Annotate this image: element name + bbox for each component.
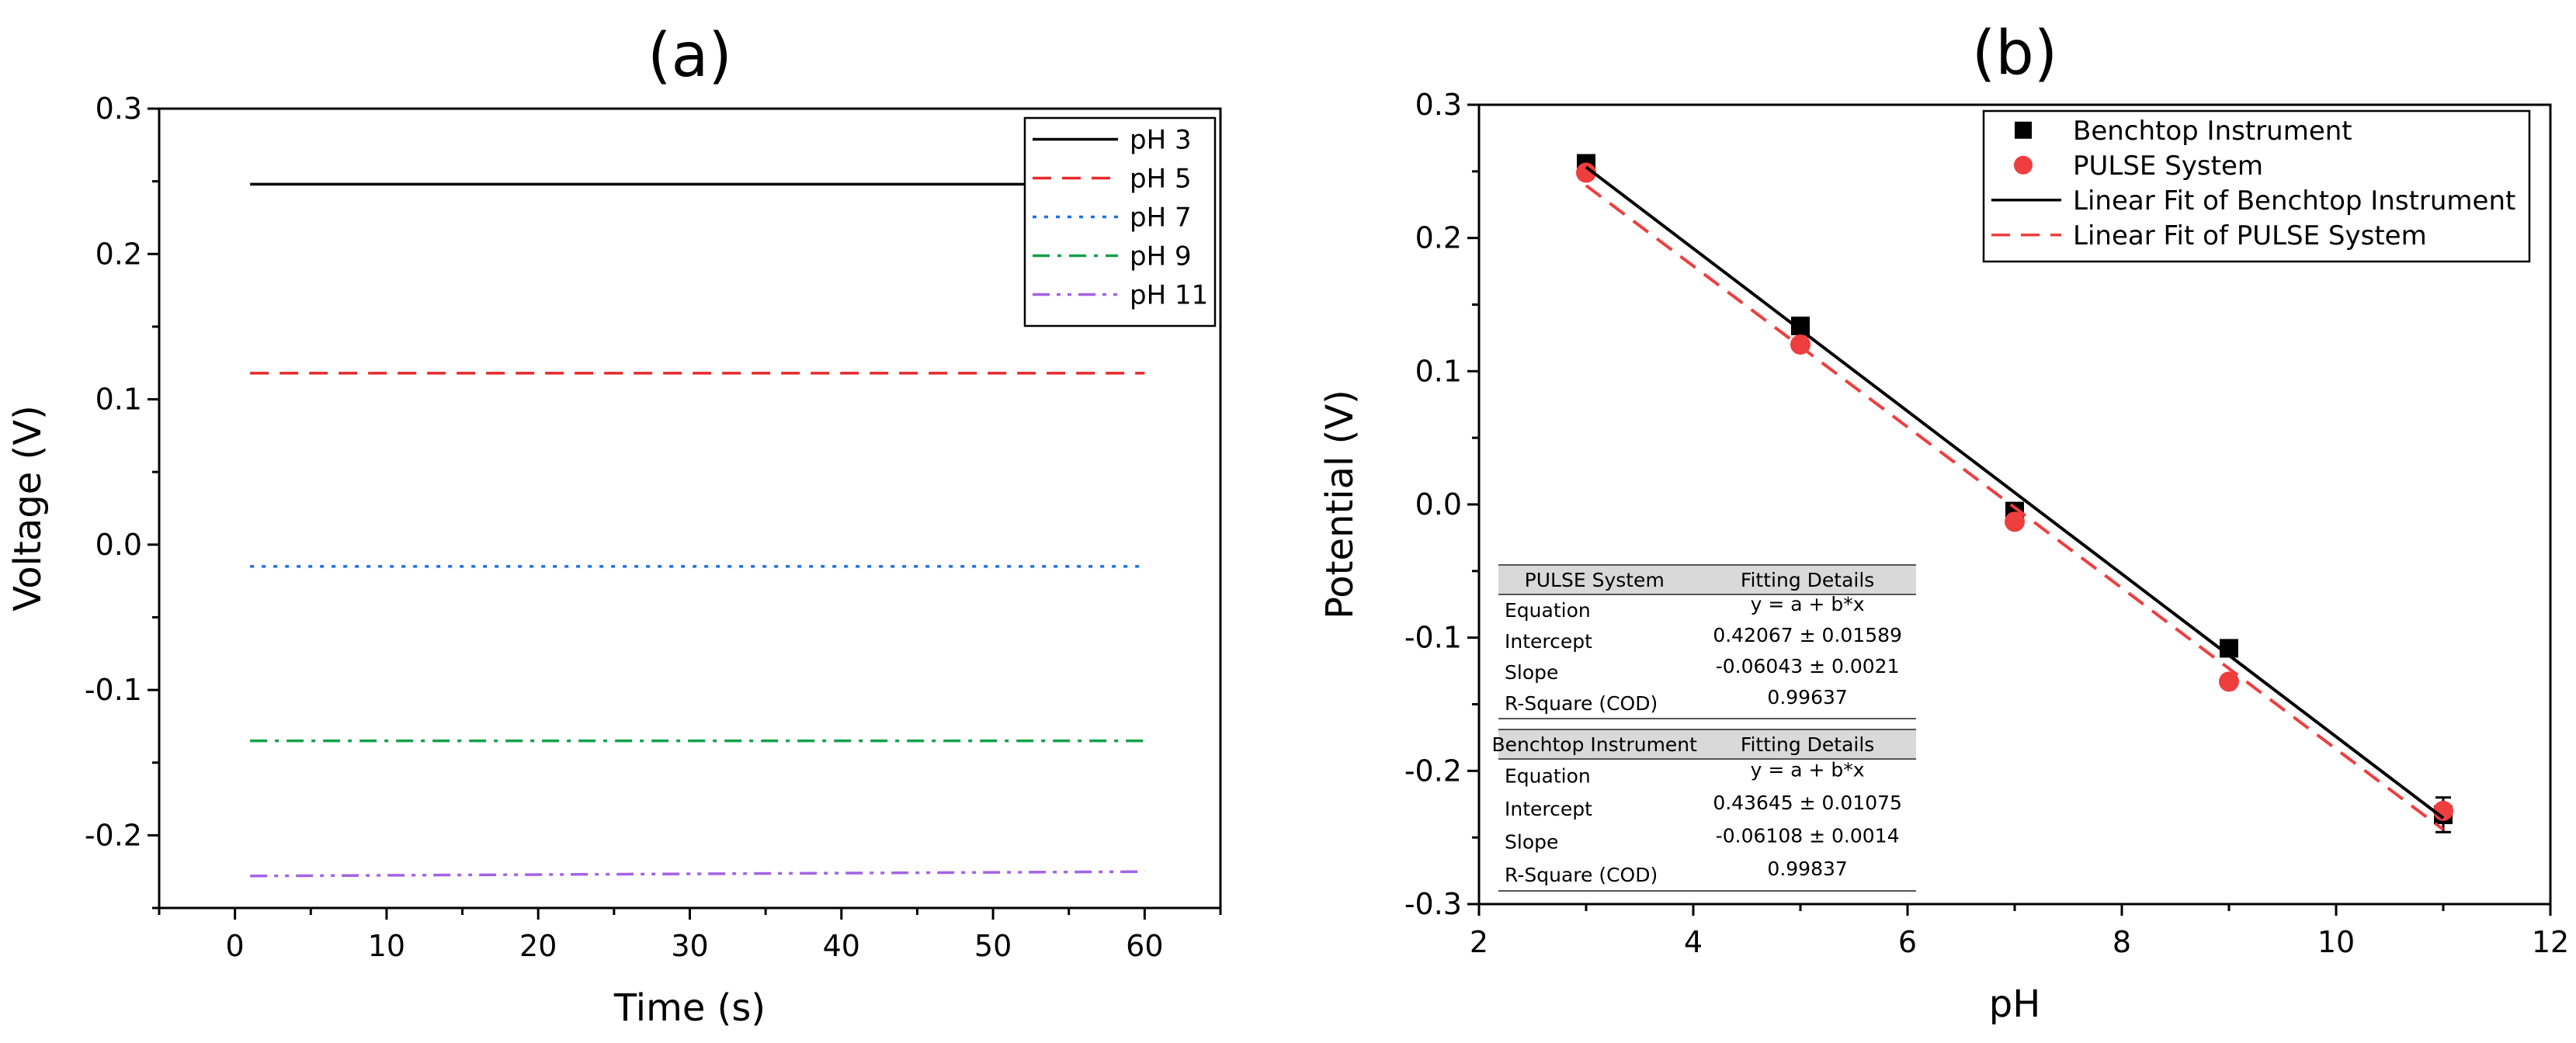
x-axis-title: pH <box>1989 982 2041 1026</box>
table-row-value: y = a + b*x <box>1751 593 1865 615</box>
legend-label: PULSE System <box>2073 151 2263 182</box>
legend-item: Benchtop Instrument <box>2015 116 2352 147</box>
series-linear-fit-of-pulse-system <box>1585 184 2445 831</box>
y-axis-title: Potential (V) <box>1318 390 1362 619</box>
panel-title: (a) <box>647 21 732 91</box>
y-tick-label: 0.2 <box>1415 221 1462 255</box>
y-tick-label: 0.3 <box>1415 88 1462 122</box>
legend-label: pH 7 <box>1130 203 1192 234</box>
table-row-label: R-Square (COD) <box>1505 864 1658 886</box>
legend-label: Benchtop Instrument <box>2073 116 2352 147</box>
table-row-value: 0.99837 <box>1767 858 1847 880</box>
x-axis-title: Time (s) <box>613 986 766 1030</box>
table-row-label: R-Square (COD) <box>1505 692 1658 715</box>
x-tick-label: 2 <box>1470 925 1488 959</box>
x-tick-label: 10 <box>2317 925 2355 959</box>
legend-item: Linear Fit of PULSE System <box>1991 220 2427 251</box>
table-row-label: Equation <box>1505 599 1591 622</box>
legend-label: Linear Fit of PULSE System <box>2073 220 2427 251</box>
legend-box <box>1982 109 2531 263</box>
y-tick-label: 0.2 <box>95 237 142 271</box>
series-ph-11 <box>250 870 1145 878</box>
data-point-circle <box>2005 511 2025 532</box>
fit-details-table: PULSE System Fitting Details Equation y = a… <box>1498 564 1916 719</box>
y-tick-label: -0.2 <box>1404 754 1462 788</box>
y-tick-label: -0.1 <box>1404 621 1462 655</box>
panel-title: (b) <box>1972 19 2057 88</box>
legend-box <box>1023 116 1217 327</box>
x-tick-label: 60 <box>1126 929 1163 963</box>
table-header-cell: Fitting Details <box>1741 569 1874 591</box>
x-tick-label: 50 <box>974 929 1012 963</box>
y-axis-title: Voltage (V) <box>6 405 50 612</box>
table-row-label: Slope <box>1505 661 1558 684</box>
x-tick-label: 8 <box>2113 925 2131 959</box>
table-row-label: Intercept <box>1505 630 1592 653</box>
table-row-label: Intercept <box>1505 798 1592 820</box>
chart-panel-b: (b) 2 4 6 8 10 12 -0.3 -0.2 -0.1 0.0 0.1 0.2 0.3 pH Pot… <box>1318 19 2569 1026</box>
table-row-value: -0.06108 ± 0.0014 <box>1716 824 1900 847</box>
x-tick-label: 6 <box>1898 925 1917 959</box>
table-row-value: 0.42067 ± 0.01589 <box>1713 624 1902 646</box>
y-tick-label: 0.1 <box>95 383 142 417</box>
x-tick-label: 20 <box>519 929 557 963</box>
table-row-value: 0.43645 ± 0.01075 <box>1713 792 1902 814</box>
legend-swatch-circle <box>2014 155 2033 175</box>
table-row-value: 0.99637 <box>1767 686 1847 709</box>
x-tick-label: 0 <box>226 929 245 963</box>
y-tick-label: -0.3 <box>1404 887 1462 921</box>
table-row-label: Slope <box>1505 830 1558 853</box>
table-header-cell: Benchtop Instrument <box>1492 733 1698 756</box>
x-tick-label: 12 <box>2532 925 2569 959</box>
legend-item: pH 9 <box>1033 241 1192 272</box>
table-row-value: -0.06043 ± 0.0021 <box>1716 655 1900 677</box>
legend-item: pH 11 <box>1033 280 1208 311</box>
series-line <box>250 870 1145 878</box>
y-tick-label: 0.0 <box>95 528 142 562</box>
x-tick-label: 30 <box>671 929 708 963</box>
legend: pH 3 pH 5 pH 7 pH 9 pH 11 <box>1023 116 1217 327</box>
fit-line <box>1585 165 2445 820</box>
legend-label: pH 5 <box>1130 164 1192 195</box>
fit-details-table: Benchtop Instrument Fitting Details Equati… <box>1492 729 1916 892</box>
legend-item: pH 3 <box>1033 125 1192 156</box>
legend-swatch-square <box>2015 121 2032 139</box>
legend-label: Linear Fit of Benchtop Instrument <box>2073 185 2515 217</box>
data-point-circle <box>2219 671 2239 692</box>
y-tick-label: -0.1 <box>85 673 142 707</box>
legend-item: pH 5 <box>1033 164 1192 195</box>
legend-label: pH 11 <box>1130 280 1208 311</box>
y-tick-label: -0.2 <box>85 818 142 852</box>
x-tick-label: 4 <box>1684 925 1703 959</box>
series-linear-fit-of-benchtop-instrument <box>1585 165 2445 820</box>
chart-panel-a: (a) 0 10 20 30 40 50 60 -0.2 -0.1 0.0 0.1 0.2 0.3 Time… <box>6 21 1222 1030</box>
table-header-band <box>1498 565 1916 594</box>
table-header-cell: Fitting Details <box>1741 733 1874 756</box>
table-row-value: y = a + b*x <box>1751 758 1865 781</box>
legend-item: Linear Fit of Benchtop Instrument <box>1991 185 2515 217</box>
legend-label: pH 3 <box>1130 125 1192 156</box>
legend-label: pH 9 <box>1130 241 1192 272</box>
legend-item: pH 7 <box>1033 203 1192 234</box>
y-tick-label: 0.0 <box>1415 487 1462 522</box>
table-header-cell: PULSE System <box>1525 569 1665 591</box>
fit-line <box>1585 184 2445 831</box>
table-row-label: Equation <box>1505 764 1591 787</box>
legend-item: PULSE System <box>2014 151 2263 182</box>
x-tick-label: 10 <box>368 929 405 963</box>
x-tick-label: 40 <box>823 929 860 963</box>
y-tick-label: 0.1 <box>1415 354 1462 388</box>
table-header-band <box>1498 729 1916 759</box>
y-tick-label: 0.3 <box>95 92 142 126</box>
data-point-circle <box>1576 162 1596 183</box>
